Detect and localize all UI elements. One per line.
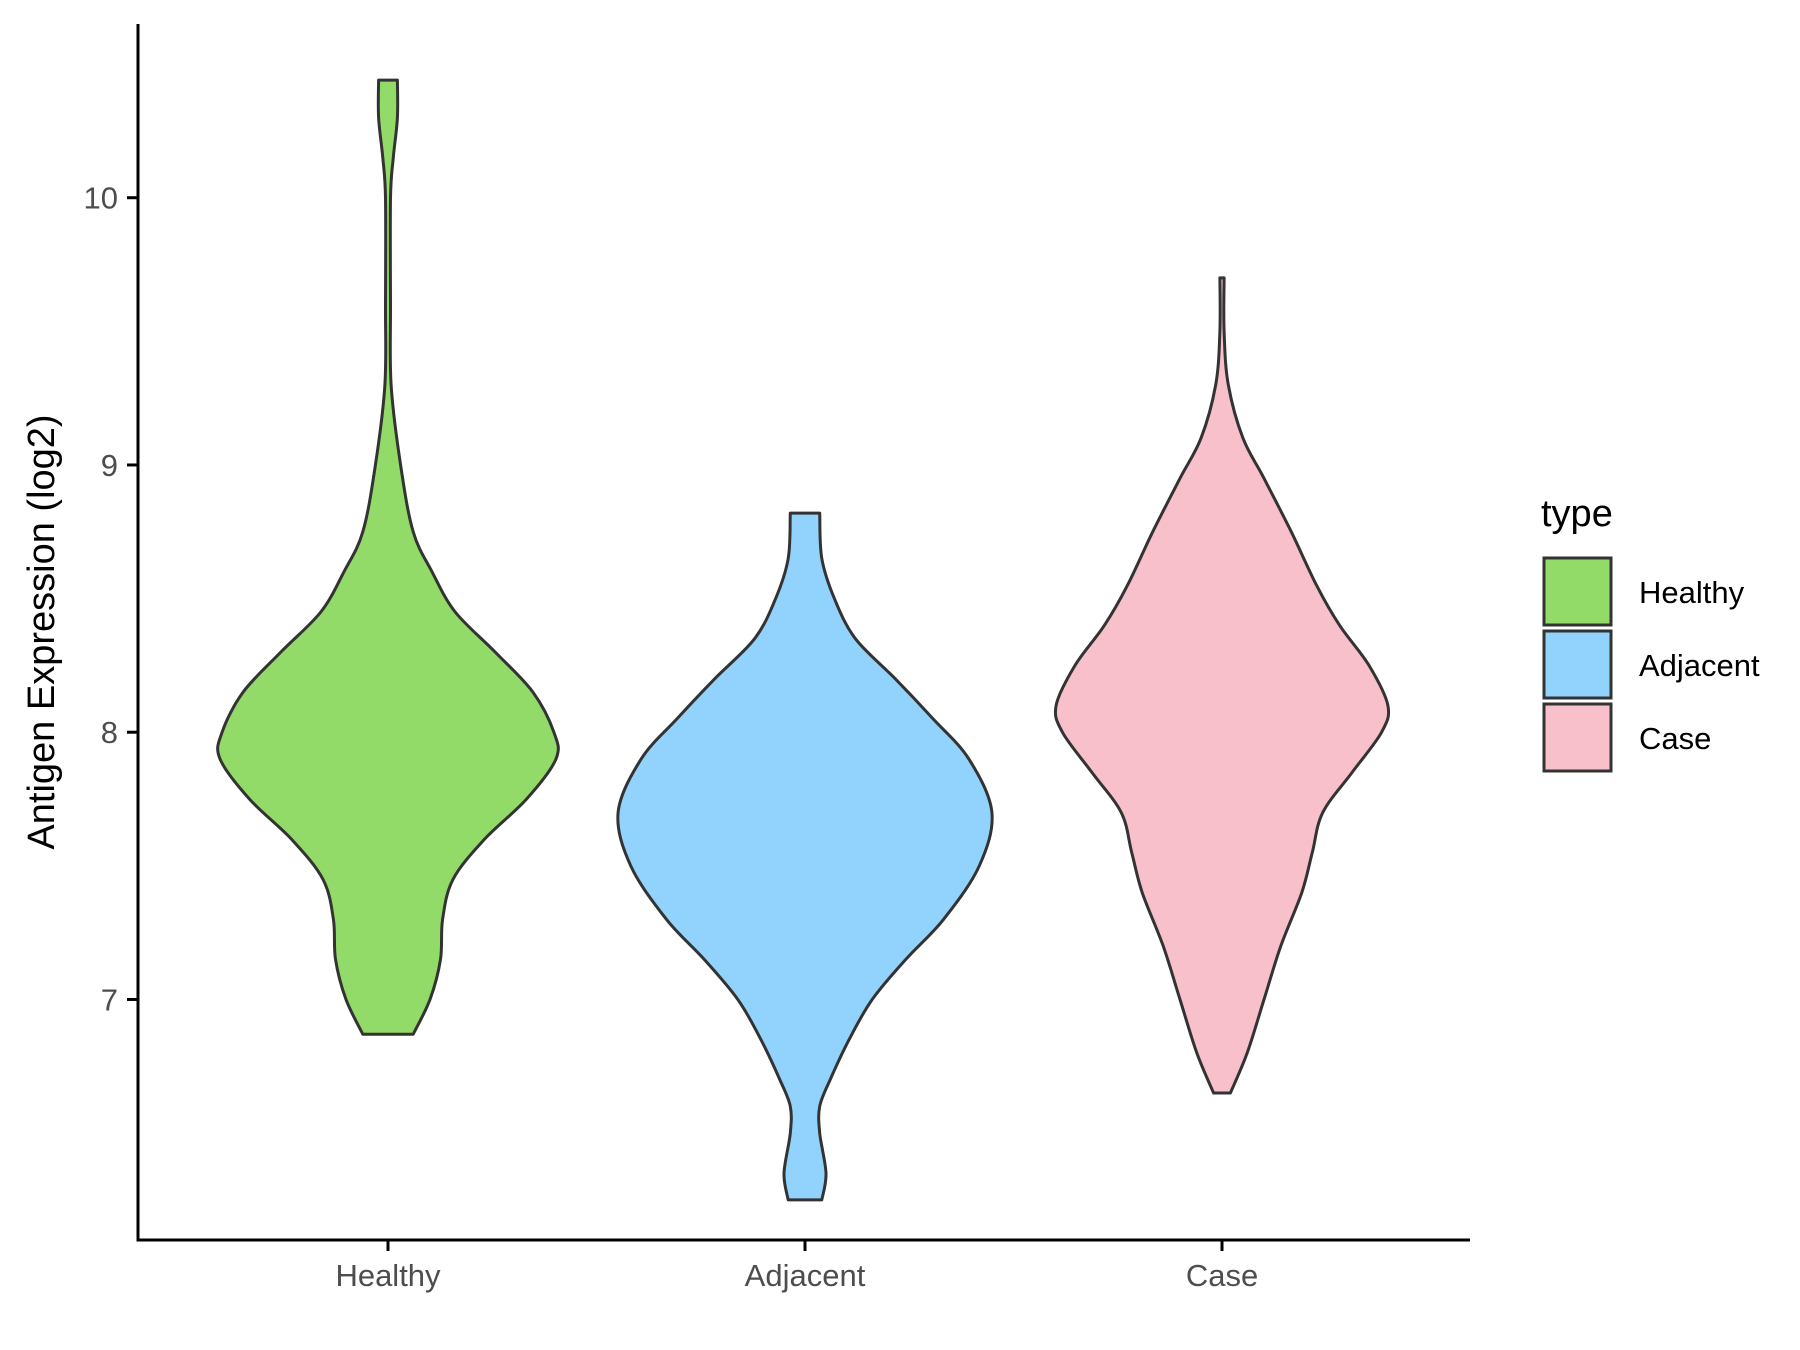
violin-group xyxy=(216,78,1391,1202)
y-tick-label: 7 xyxy=(101,982,118,1017)
x-tick-label: Healthy xyxy=(335,1258,441,1293)
x-tick-label: Case xyxy=(1186,1258,1258,1293)
x-ticks: Healthy Adjacent Case xyxy=(335,1240,1258,1293)
axes xyxy=(136,24,1470,1242)
x-tick-label: Adjacent xyxy=(745,1258,866,1293)
y-ticks: 7 8 9 10 xyxy=(84,181,138,1017)
violin-case xyxy=(1053,276,1391,1095)
y-tick-label: 8 xyxy=(101,715,118,750)
legend-label: Adjacent xyxy=(1639,648,1760,683)
y-axis-title: Antigen Expression (log2) xyxy=(21,414,63,849)
legend-label: Case xyxy=(1639,721,1711,756)
legend-key-adjacent xyxy=(1542,629,1613,700)
y-tick-label: 10 xyxy=(84,181,118,216)
y-tick-label: 9 xyxy=(101,448,118,483)
legend-key-healthy xyxy=(1542,556,1613,627)
violin-adjacent xyxy=(616,511,994,1202)
legend-label: Healthy xyxy=(1639,575,1745,610)
legend-title: type xyxy=(1541,493,1613,535)
legend-key-case xyxy=(1542,702,1613,773)
legend: type Healthy Adjacent Case xyxy=(1541,493,1760,773)
violin-healthy xyxy=(216,78,560,1036)
